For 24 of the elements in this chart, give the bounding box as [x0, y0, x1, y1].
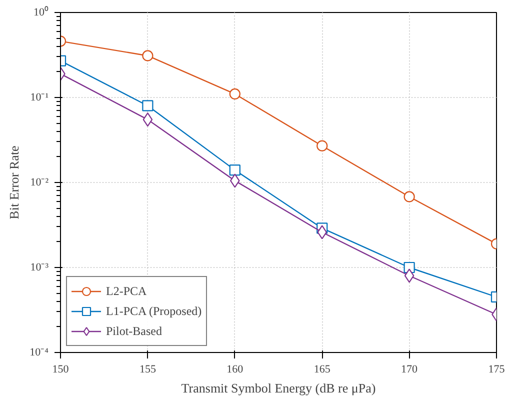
- x-tick-label: 150: [52, 364, 70, 376]
- point: [229, 88, 240, 100]
- legend-label: L2-PCA: [106, 284, 147, 298]
- legend-label: Pilot-Based: [106, 324, 162, 338]
- point: [142, 50, 154, 62]
- x-axis-title: Transmit Symbol Energy (dB re μPa): [181, 380, 376, 396]
- point: [142, 100, 154, 112]
- y-tick-label: 10⁻³: [30, 262, 50, 274]
- y-axis-title: Bit Error Rate: [6, 145, 22, 220]
- x-tick-label: 165: [314, 364, 331, 376]
- x-tick-label: 155: [139, 364, 156, 376]
- x-tick-label: 170: [401, 364, 418, 376]
- y-tick-label: 10⁻⁴: [30, 346, 49, 358]
- y-tick-label: 10⁻²: [30, 176, 50, 188]
- point: [229, 164, 240, 176]
- point: [142, 112, 153, 127]
- y-tick-label: 10⁰: [34, 6, 48, 18]
- y-tick-label: 10⁻¹: [30, 92, 49, 104]
- point: [316, 140, 328, 152]
- legend-label: L1-PCA (Proposed): [106, 304, 202, 318]
- point: [404, 268, 414, 283]
- x-tick-label: 175: [488, 364, 506, 376]
- point: [404, 191, 415, 202]
- x-tick-label: 160: [226, 364, 244, 376]
